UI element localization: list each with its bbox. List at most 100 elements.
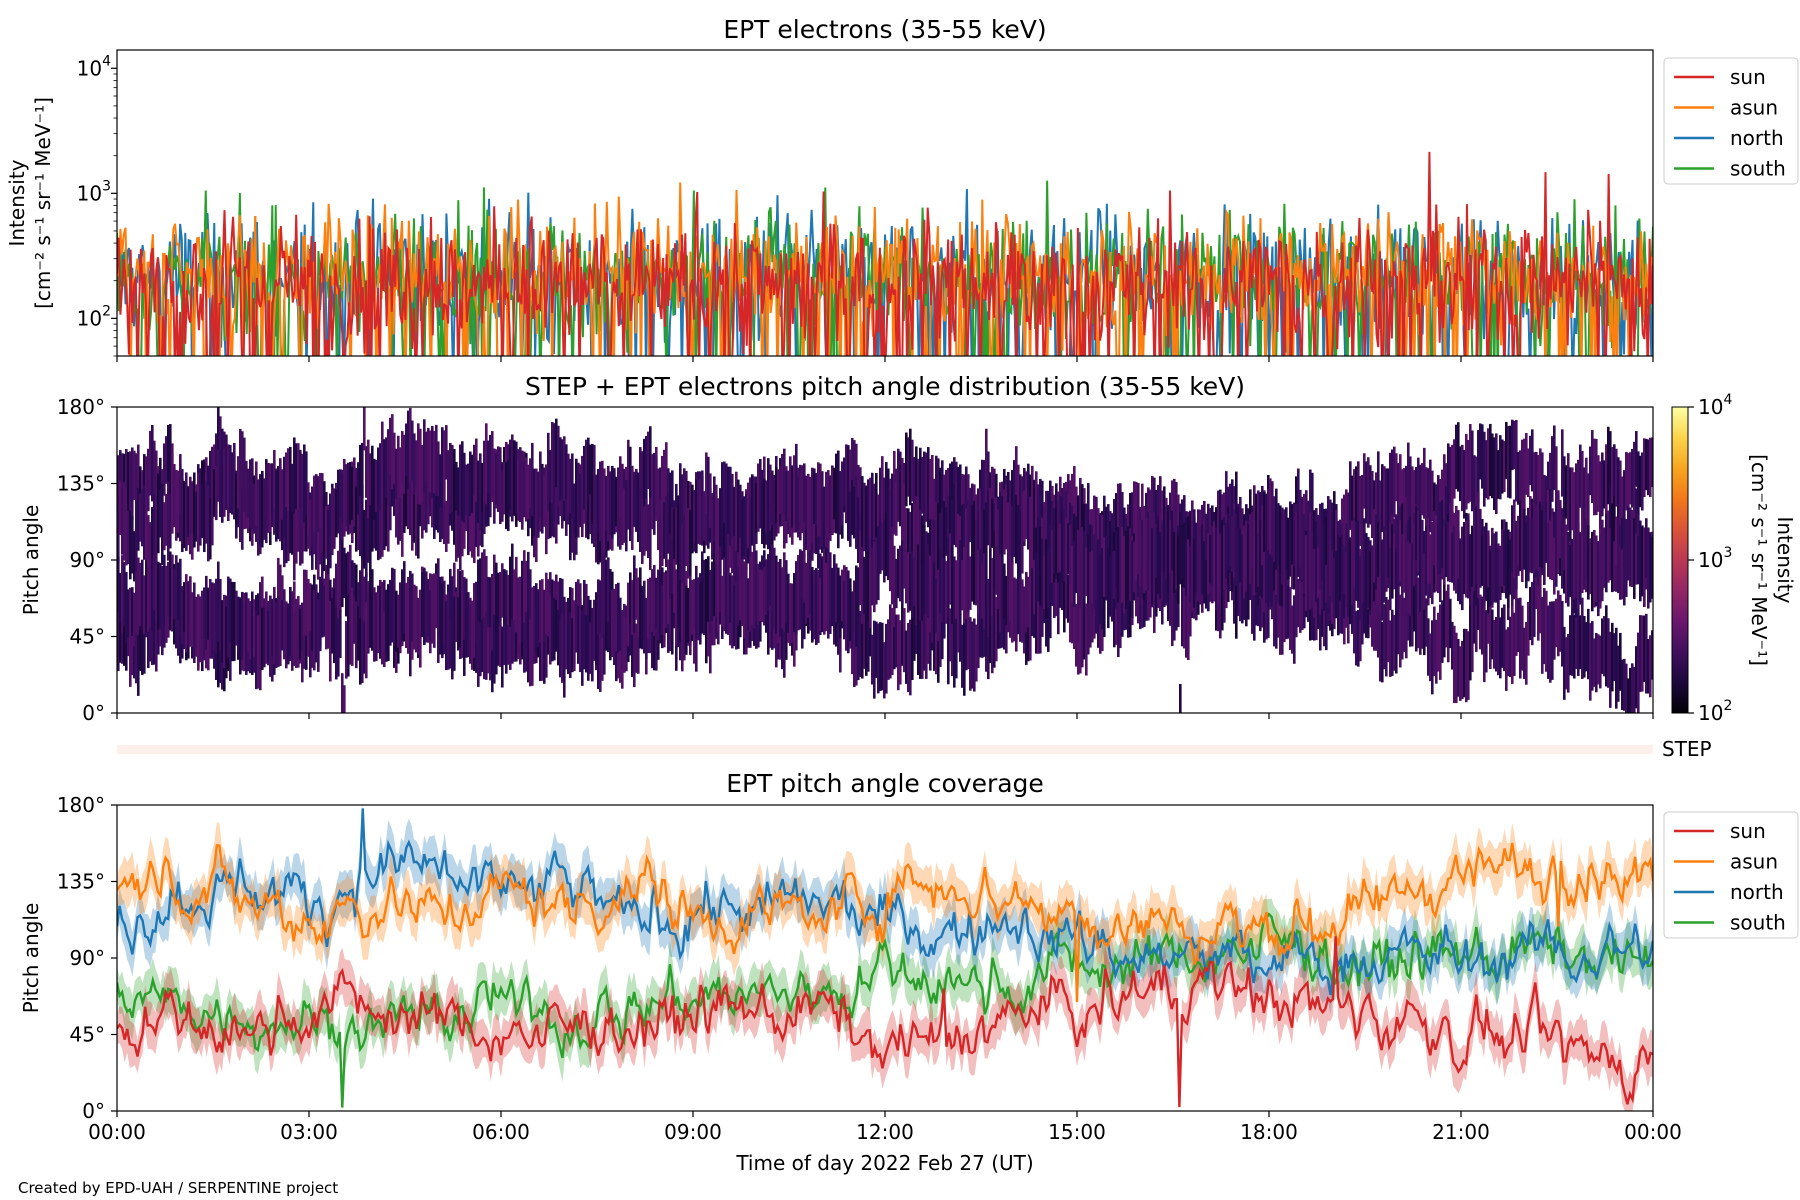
pad-cell	[435, 573, 438, 629]
pad-cell	[473, 444, 476, 496]
pad-cell	[527, 464, 530, 520]
pad-cell	[585, 615, 588, 673]
pad-cell	[117, 493, 120, 563]
pad-cell	[139, 562, 142, 627]
pad-cell	[837, 450, 840, 528]
pad-cell	[627, 582, 630, 647]
pad-cell	[1403, 468, 1406, 520]
pad-cell	[903, 520, 906, 589]
pad-cell	[1617, 517, 1620, 594]
pad-cell	[1429, 459, 1432, 533]
pad-cell	[1309, 530, 1312, 610]
pad-cell	[1437, 501, 1440, 575]
pad-cell	[1281, 574, 1284, 655]
pad-cell	[487, 440, 490, 494]
pad-cell	[279, 596, 282, 666]
pad-cell	[149, 522, 152, 570]
pad-cell	[1057, 499, 1060, 574]
pad-cell	[747, 578, 750, 631]
pad-cell	[217, 561, 220, 642]
pad-cell	[353, 562, 356, 615]
pad-cell	[1569, 615, 1572, 676]
pad-cell	[1293, 502, 1296, 566]
pad-cell	[1167, 507, 1170, 566]
pad-cell	[1409, 456, 1412, 525]
pad-cell	[461, 507, 464, 557]
pad-cell	[543, 475, 546, 527]
pad-cell	[683, 515, 686, 591]
pad-cell	[1411, 543, 1414, 616]
pad-cell	[1285, 568, 1288, 640]
pad-cell	[787, 573, 790, 633]
pad-cell	[1229, 483, 1232, 539]
pad-cell	[1019, 511, 1022, 580]
pad-cell	[305, 569, 308, 636]
pad-cell	[427, 427, 430, 506]
pad-cell	[499, 447, 502, 525]
pad-cell	[185, 574, 188, 653]
pad-cell	[1251, 528, 1254, 610]
coverage-band-north	[117, 805, 1653, 1015]
pad-cell	[1397, 584, 1400, 655]
pad-cell	[1321, 584, 1324, 637]
coverage-series-sun	[117, 936, 1653, 1108]
pad-cell	[567, 598, 570, 674]
pad-cell	[1613, 541, 1616, 592]
pad-cell	[1575, 613, 1578, 669]
pad-cell	[539, 451, 542, 519]
pad-cell	[1031, 501, 1034, 576]
pad-cell	[661, 584, 664, 635]
pad-cell	[141, 559, 144, 630]
pad-cell	[767, 482, 770, 550]
pad-cell	[667, 559, 670, 624]
pad-cell	[585, 583, 588, 645]
pad-cell	[1183, 584, 1186, 649]
pad-cell	[619, 597, 622, 651]
pad-cell	[1603, 533, 1606, 588]
pad-cell	[1619, 460, 1622, 533]
pad-cell	[801, 550, 804, 599]
pad-cell	[1563, 518, 1566, 570]
pad-cell	[327, 573, 330, 649]
pad-panel: STEP + EPT electrons pitch angle distrib…	[19, 372, 1797, 725]
pad-cell	[939, 467, 942, 516]
colorbar-label-line1: Intensity	[1773, 516, 1797, 603]
pad-cell	[1501, 529, 1504, 587]
pad-cell	[793, 573, 796, 633]
pad-cell	[1487, 428, 1490, 500]
pad-cell	[1173, 531, 1176, 593]
pad-cell	[1491, 609, 1494, 660]
pad-cell	[735, 581, 738, 650]
pad-cell	[355, 601, 358, 669]
pad-cell	[239, 429, 242, 493]
pad-cell	[1353, 522, 1356, 589]
pad-cell	[841, 461, 844, 526]
pad-cell	[1363, 578, 1366, 634]
pad-cell	[1387, 468, 1390, 535]
pad-cell	[587, 469, 590, 540]
pad-cell	[893, 599, 896, 670]
pad-cell	[347, 595, 350, 677]
pad-cell	[1265, 547, 1268, 603]
pad-cell	[841, 569, 844, 622]
pad-cell	[367, 512, 370, 563]
pad-cell	[459, 493, 462, 571]
pad-cell	[1519, 597, 1522, 679]
pad-cell	[861, 488, 864, 558]
pad-cell	[1353, 581, 1356, 654]
pad-cell	[679, 463, 682, 538]
pad-cell	[817, 462, 820, 537]
pad-cell	[1213, 521, 1216, 602]
pad-cell	[1309, 583, 1312, 641]
pad-cell	[1601, 618, 1604, 674]
pad-cell	[213, 444, 216, 494]
pad-cell	[637, 577, 640, 638]
pad-cell	[1293, 595, 1296, 664]
pad-cell	[747, 482, 750, 549]
pad-cell	[1543, 588, 1546, 665]
pad-cell	[643, 580, 646, 654]
pad-cell	[707, 596, 710, 657]
pad-cell	[1097, 508, 1100, 561]
pad-cell	[1117, 483, 1120, 548]
pad-cell	[1087, 542, 1090, 604]
